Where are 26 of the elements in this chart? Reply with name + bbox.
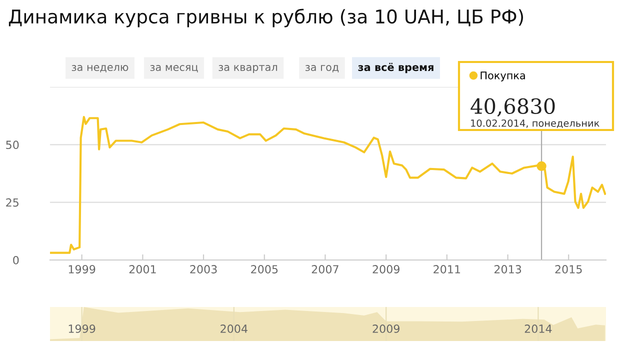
x-tick-label: 2009 (372, 324, 400, 333)
x-tick-label: 2003 (190, 265, 217, 274)
text: за месяц (150, 65, 198, 72)
x-tick-label: 2014 (524, 324, 552, 333)
y-tick-label: 0 (13, 256, 19, 264)
legend-label: Покупка (480, 72, 525, 82)
y-tick-label: 25 (6, 198, 18, 207)
x-tick-label: 1999 (68, 324, 96, 333)
x-tick-label: 2013 (494, 265, 522, 274)
x-tick-label: 2015 (555, 265, 582, 274)
x-tick-label: 1999 (68, 265, 96, 274)
text: за год (306, 65, 339, 72)
text: за квартал (218, 65, 278, 74)
x-tick-label: 2011 (434, 265, 460, 274)
y-tick-label: 50 (6, 140, 19, 150)
annotation: 40,6830 (470, 98, 555, 117)
x-tick-label: 2004 (220, 324, 248, 333)
x-tick-label: 2005 (251, 265, 278, 274)
text: за всё время (358, 62, 434, 74)
x-tick-label: 2001 (129, 265, 156, 274)
text: за неделю (72, 65, 128, 72)
x-tick-label: 2009 (372, 265, 400, 274)
annotation: 10.02.2014, понедельник (471, 119, 600, 128)
line-series (50, 116, 606, 254)
x-tick-label: 2007 (312, 265, 338, 274)
chart-title: Динамика курса гривны к рублю (за 10 UAH, ЦБ РФ) (8, 8, 524, 28)
